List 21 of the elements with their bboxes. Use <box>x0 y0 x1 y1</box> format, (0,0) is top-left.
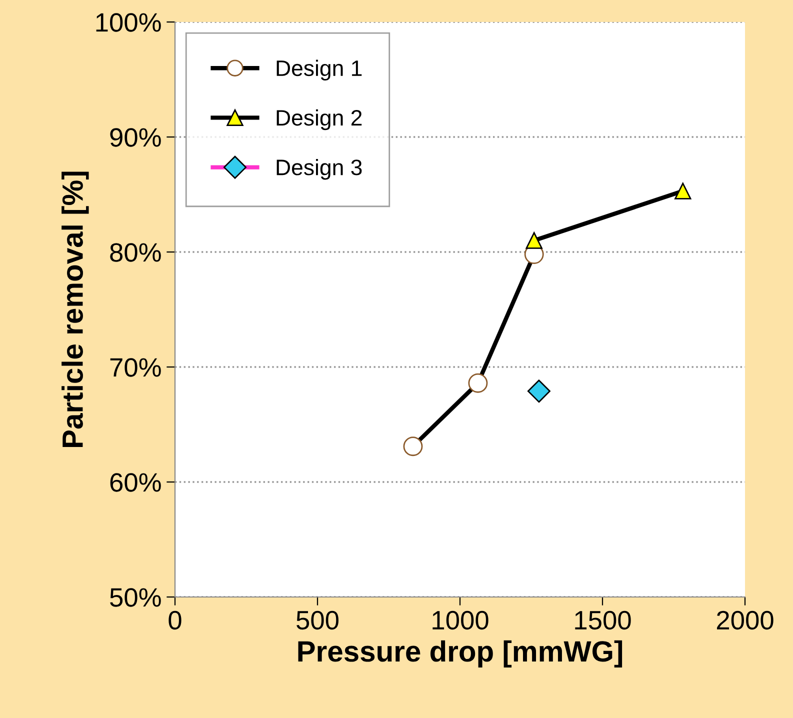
y-tick-label: 100% <box>96 13 161 32</box>
x-tick-label: 1500 <box>575 610 631 630</box>
point <box>526 232 542 249</box>
x-tick-label: 500 <box>296 610 338 630</box>
y-axis-title: Particle removal [%] <box>62 172 89 447</box>
x-axis-title: Pressure drop [mmWG] <box>298 640 622 668</box>
legend-label: Design 3 <box>276 158 362 180</box>
y-tick-label: 50% <box>110 588 161 607</box>
x-tick-label: 0 <box>168 610 182 630</box>
point <box>674 182 692 200</box>
point <box>527 380 550 403</box>
x-tick-label: 1000 <box>432 610 488 630</box>
legend-label: Design 1 <box>276 60 362 80</box>
point <box>468 373 488 393</box>
point <box>403 436 423 456</box>
y-tick-label: 60% <box>110 473 161 492</box>
y-tick-label: 80% <box>110 243 161 262</box>
x-tick-label: 2000 <box>716 610 774 630</box>
legend-label: Design 2 <box>276 109 362 130</box>
y-tick-label: 70% <box>110 358 161 377</box>
y-tick-label: 90% <box>110 128 161 147</box>
